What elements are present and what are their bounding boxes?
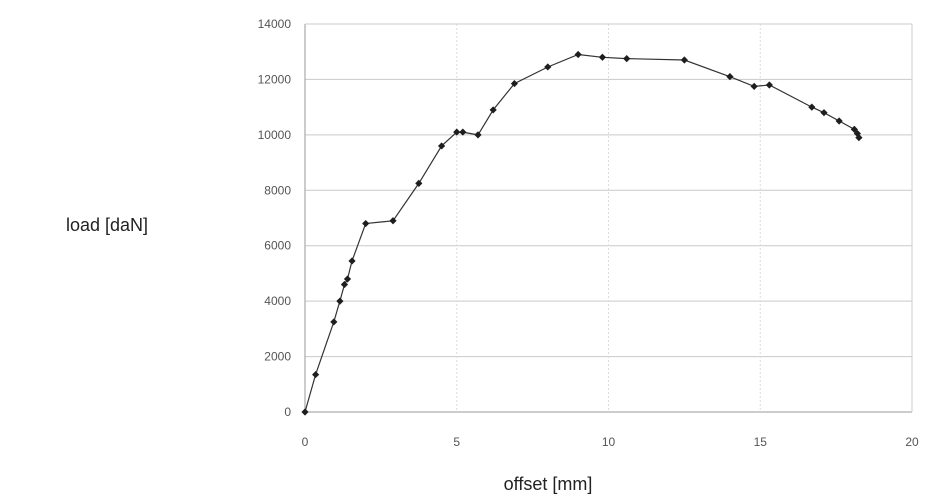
y-tick-label-6000: 6000 xyxy=(264,239,291,253)
y-tick-label-14000: 14000 xyxy=(258,17,292,31)
data-point-8 xyxy=(389,217,397,225)
x-tick-label-10: 10 xyxy=(602,435,616,449)
gridlines xyxy=(305,23,913,412)
axes xyxy=(304,23,913,413)
data-point-4 xyxy=(340,280,349,289)
x-tick-label-15: 15 xyxy=(754,435,768,449)
data-point-1 xyxy=(312,370,320,379)
data-point-18 xyxy=(598,53,607,61)
data-point-20 xyxy=(680,56,688,64)
data-point-9 xyxy=(415,179,423,187)
y-tick-label-10000: 10000 xyxy=(258,128,292,142)
data-point-3 xyxy=(336,297,344,305)
data-point-11 xyxy=(453,128,461,136)
y-tick-label-4000: 4000 xyxy=(264,294,291,308)
y-tick-labels: 0 2000 4000 6000 8000 10000 12000 14000 xyxy=(258,17,292,419)
data-point-14 xyxy=(489,106,497,114)
x-tick-label-0: 0 xyxy=(302,435,309,449)
data-points xyxy=(301,50,863,416)
data-point-19 xyxy=(623,55,631,63)
x-tick-label-5: 5 xyxy=(453,435,460,449)
data-point-6 xyxy=(348,257,356,265)
series-load xyxy=(304,53,860,413)
y-tick-label-0: 0 xyxy=(284,405,291,419)
y-tick-label-12000: 12000 xyxy=(258,72,292,86)
y-tick-label-2000: 2000 xyxy=(264,350,291,364)
series-line-0 xyxy=(304,53,860,413)
data-point-26 xyxy=(835,117,843,125)
data-point-10 xyxy=(437,142,446,150)
x-axis-title: offset [mm] xyxy=(504,474,593,494)
data-point-17 xyxy=(574,50,582,59)
data-point-21 xyxy=(726,73,734,81)
x-tick-label-20: 20 xyxy=(905,435,919,449)
y-axis-title: load [daN] xyxy=(66,215,148,235)
data-point-24 xyxy=(808,103,816,111)
data-point-12 xyxy=(459,128,467,136)
data-point-29 xyxy=(855,134,863,142)
data-point-5 xyxy=(343,275,352,283)
data-point-16 xyxy=(544,63,552,71)
data-point-13 xyxy=(474,131,482,139)
data-point-2 xyxy=(330,318,338,326)
x-tick-labels: 0 5 10 15 20 xyxy=(302,435,919,449)
y-tick-label-8000: 8000 xyxy=(264,183,291,197)
data-point-25 xyxy=(820,109,828,117)
data-point-0 xyxy=(301,408,309,416)
data-point-22 xyxy=(750,82,758,90)
data-point-15 xyxy=(510,79,519,88)
data-point-7 xyxy=(362,219,370,228)
data-point-23 xyxy=(765,81,773,89)
